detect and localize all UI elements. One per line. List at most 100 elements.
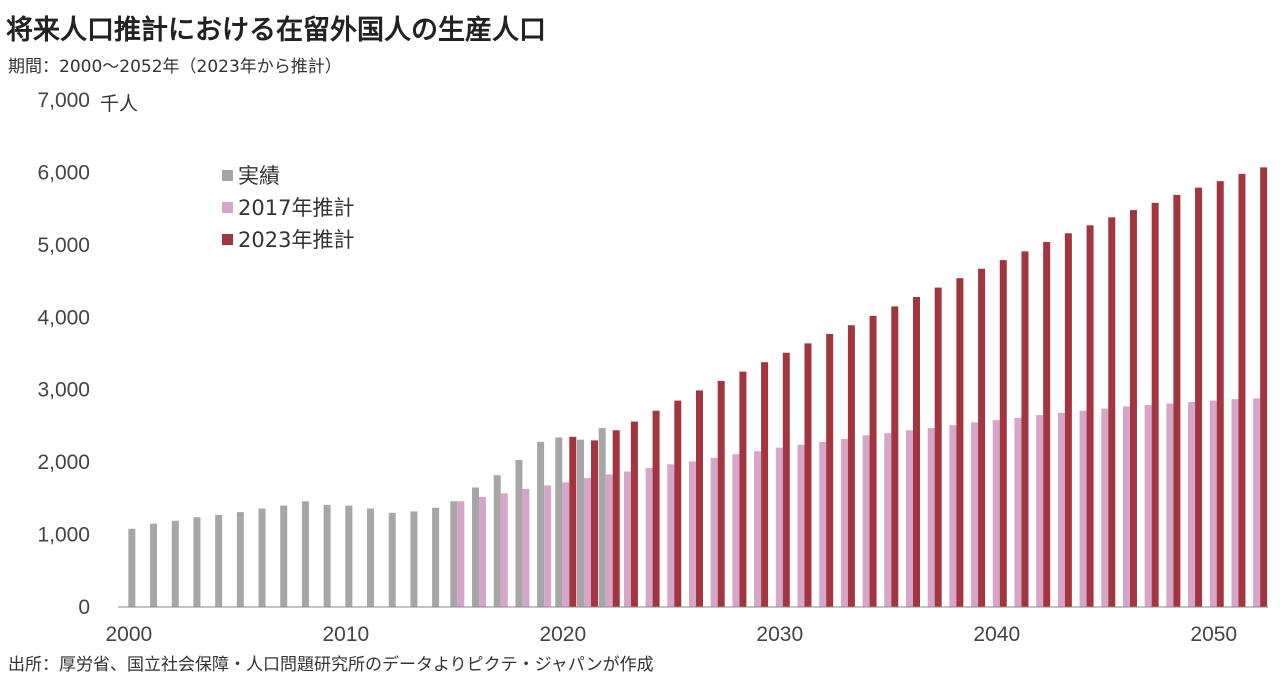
bar	[992, 420, 1000, 607]
bar	[584, 478, 592, 607]
bar	[847, 325, 855, 607]
x-tick-label: 2050	[1190, 623, 1237, 646]
y-tick-label: 4,000	[37, 306, 90, 329]
bar	[1064, 233, 1072, 607]
bar	[956, 278, 964, 607]
bar	[577, 439, 585, 607]
bar	[1101, 408, 1109, 607]
x-tick-label: 2040	[973, 623, 1020, 646]
bar	[171, 520, 179, 607]
bar	[739, 371, 747, 607]
bar	[1086, 225, 1094, 608]
bar	[999, 260, 1007, 607]
bar	[1021, 251, 1029, 607]
bar	[301, 501, 309, 607]
bar	[775, 447, 783, 607]
bar	[971, 422, 979, 607]
bar	[215, 515, 223, 607]
bar	[598, 428, 606, 607]
y-tick-label: 6,000	[37, 161, 90, 184]
bar	[569, 436, 577, 607]
bar	[819, 441, 827, 607]
bars	[128, 167, 1268, 608]
bar	[1173, 194, 1181, 607]
bar	[555, 437, 563, 607]
bar	[1231, 399, 1239, 607]
bar	[696, 390, 703, 607]
bar	[717, 381, 725, 607]
bar	[367, 508, 375, 607]
bar	[710, 457, 718, 607]
bar	[689, 461, 696, 607]
bar	[674, 400, 682, 607]
y-tick-label: 1,000	[37, 524, 90, 547]
legend-label: 2017年推計	[238, 196, 354, 220]
legend-swatch	[222, 170, 233, 181]
bar	[562, 482, 570, 607]
bar	[927, 428, 935, 607]
chart-title: 将来人口推計における在留外国人の生産人口	[6, 15, 546, 46]
bar	[652, 410, 660, 607]
bar	[862, 435, 870, 607]
bar	[1144, 404, 1152, 607]
bar	[258, 508, 266, 607]
legend: 実績 2017年推計 2023年推計	[222, 164, 354, 252]
bar	[934, 287, 942, 607]
bar	[612, 430, 620, 607]
bar	[782, 352, 790, 607]
bar	[280, 505, 288, 607]
bar	[912, 297, 920, 607]
y-tick-label: 5,000	[37, 234, 90, 257]
bar	[1079, 410, 1087, 607]
bar	[1253, 398, 1261, 607]
bar	[884, 433, 892, 607]
bar	[1151, 202, 1159, 607]
bar	[1188, 402, 1196, 607]
bar	[1216, 181, 1224, 607]
bar	[1057, 412, 1065, 607]
x-tick-label: 2000	[105, 623, 152, 646]
y-tick-label: 7,000	[37, 89, 90, 112]
bar	[493, 475, 501, 607]
bar	[479, 496, 487, 607]
bar	[1260, 167, 1268, 608]
bar	[1122, 406, 1130, 607]
bar	[410, 511, 418, 607]
bar	[522, 488, 530, 607]
bar	[500, 493, 508, 607]
bar	[128, 528, 136, 607]
bar	[645, 467, 653, 607]
legend-label: 2023年推計	[238, 228, 354, 252]
bar	[323, 504, 331, 607]
legend-swatch	[222, 202, 233, 213]
y-tick-label: 3,000	[37, 379, 90, 402]
y-tick-label: 2,000	[37, 451, 90, 474]
x-tick-label: 2030	[756, 623, 803, 646]
source-note: 出所：厚労省、国立社会保障・人口問題研究所のデータよりピクテ・ジャパンが作成	[8, 655, 654, 675]
bar	[1238, 173, 1246, 607]
bar	[1195, 187, 1203, 607]
bar	[869, 315, 877, 607]
x-tick-label: 2010	[322, 623, 369, 646]
bar	[450, 501, 458, 607]
bar	[623, 471, 631, 607]
bar	[1036, 415, 1044, 607]
legend-swatch	[222, 234, 233, 245]
bar	[1043, 241, 1051, 607]
bar	[978, 268, 986, 607]
bar	[150, 523, 158, 607]
bar	[761, 362, 769, 607]
bar	[1014, 417, 1022, 607]
y-tick-label: 0	[78, 596, 90, 619]
y-axis-unit: 千人	[100, 93, 139, 115]
bar	[891, 306, 899, 607]
x-axis-ticks: 2000 2010 2020 2030 2040 2050	[105, 623, 1237, 646]
bar	[804, 343, 812, 607]
bar	[1209, 400, 1217, 607]
bar	[797, 444, 805, 607]
bar	[905, 430, 913, 607]
bar	[193, 517, 201, 607]
legend-label: 実績	[238, 164, 280, 188]
bar	[1108, 217, 1116, 607]
